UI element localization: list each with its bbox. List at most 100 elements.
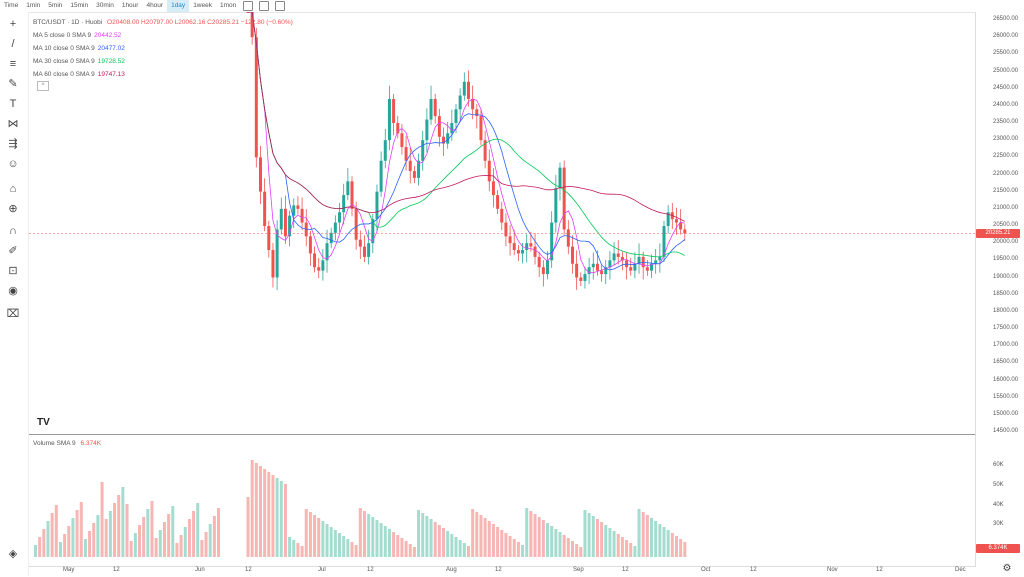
candle-body[interactable]	[662, 226, 666, 257]
candle-body[interactable]	[666, 212, 670, 226]
candle-body[interactable]	[254, 37, 258, 158]
candle-body[interactable]	[620, 256, 624, 261]
candle-body[interactable]	[404, 147, 408, 161]
candle-body[interactable]	[437, 116, 441, 137]
crosshair-icon[interactable]: +	[9, 18, 17, 30]
candle-body[interactable]	[296, 205, 300, 209]
timeframe-1mon[interactable]: 1mon	[219, 2, 237, 9]
candle-body[interactable]	[275, 229, 279, 278]
timeframe-1week[interactable]: 1week	[193, 2, 212, 9]
candle-body[interactable]	[475, 109, 479, 117]
candle-body[interactable]	[525, 243, 529, 251]
candle-body[interactable]	[346, 181, 350, 196]
ruler-icon[interactable]: ⌂	[9, 183, 17, 195]
legend-collapse-button[interactable]: ^	[37, 81, 49, 91]
candle-body[interactable]	[629, 267, 633, 271]
candle-body[interactable]	[487, 160, 491, 182]
candle-body[interactable]	[683, 229, 687, 234]
candle-body[interactable]	[483, 140, 487, 161]
candle-body[interactable]	[637, 256, 641, 264]
candle-body[interactable]	[500, 208, 504, 223]
candle-body[interactable]	[292, 205, 296, 216]
candle-body[interactable]	[300, 208, 304, 223]
candle-body[interactable]	[541, 267, 545, 275]
candle-body[interactable]	[271, 250, 275, 278]
candle-body[interactable]	[350, 181, 354, 209]
candle-body[interactable]	[595, 263, 599, 271]
candle-body[interactable]	[633, 263, 637, 271]
candle-body[interactable]	[546, 260, 550, 275]
candle-body[interactable]	[645, 267, 649, 271]
candle-body[interactable]	[375, 191, 379, 220]
timeframe-5min[interactable]: 5min	[48, 2, 63, 9]
candle-body[interactable]	[516, 250, 520, 254]
candle-body[interactable]	[608, 260, 612, 268]
candle-body[interactable]	[425, 119, 429, 141]
ma-legend-row[interactable]: MA 60 close 0 SMA 9 19747.13	[33, 68, 293, 81]
candle-body[interactable]	[575, 263, 579, 278]
eye-icon[interactable]: ◉	[8, 285, 18, 297]
lock-icon[interactable]: ⊡	[8, 265, 18, 277]
candle-body[interactable]	[379, 160, 383, 192]
candle-body[interactable]	[537, 256, 541, 268]
forecast-icon[interactable]: ⇶	[8, 138, 18, 150]
candle-body[interactable]	[658, 256, 662, 261]
candle-body[interactable]	[554, 188, 558, 223]
brush-icon[interactable]: ✎	[8, 78, 18, 90]
candle-body[interactable]	[267, 226, 271, 251]
candle-body[interactable]	[408, 160, 412, 172]
candle-body[interactable]	[412, 171, 416, 178]
timeframe-1day[interactable]: 1day	[167, 0, 190, 12]
candle-body[interactable]	[604, 267, 608, 275]
candle-body[interactable]	[258, 157, 262, 192]
magnet-icon[interactable]: ∩	[9, 225, 17, 237]
layers-icon[interactable]: ◈	[8, 548, 18, 560]
candle-body[interactable]	[263, 191, 267, 226]
ma-legend-row[interactable]: MA 30 close 0 SMA 9 19728.52	[33, 55, 293, 68]
candle-body[interactable]	[583, 274, 587, 281]
candle-body[interactable]	[562, 167, 566, 230]
candle-body[interactable]	[471, 98, 475, 110]
candle-body[interactable]	[558, 167, 562, 189]
candle-body[interactable]	[333, 222, 337, 233]
candle-body[interactable]	[433, 98, 437, 117]
candle-body[interactable]	[550, 222, 554, 261]
candle-body[interactable]	[491, 181, 495, 196]
candle-body[interactable]	[591, 263, 595, 268]
candle-body[interactable]	[450, 123, 454, 134]
timeframe-1hour[interactable]: 1hour	[121, 2, 139, 9]
candle-body[interactable]	[458, 95, 462, 110]
pane-separator[interactable]	[29, 434, 1024, 435]
candle-body[interactable]	[367, 243, 371, 257]
candle-body[interactable]	[616, 253, 620, 257]
candle-body[interactable]	[400, 133, 404, 148]
candle-body[interactable]	[308, 236, 312, 254]
candle-body[interactable]	[283, 208, 287, 237]
candle-body[interactable]	[417, 160, 421, 178]
candlestick-chart[interactable]	[29, 0, 975, 567]
indicators-icon[interactable]	[259, 1, 270, 11]
candle-body[interactable]	[338, 212, 342, 223]
candle-body[interactable]	[566, 229, 570, 247]
pattern-icon[interactable]: ⋈	[7, 118, 19, 130]
candle-body[interactable]	[317, 267, 321, 271]
candle-body[interactable]	[342, 195, 346, 213]
candle-body[interactable]	[250, 12, 254, 38]
candle-body[interactable]	[396, 123, 400, 134]
candle-body[interactable]	[358, 239, 362, 247]
trash-icon[interactable]: ⌧	[6, 308, 20, 320]
candle-body[interactable]	[533, 246, 537, 257]
timeframe-1min[interactable]: 1min	[26, 2, 41, 9]
candle-body[interactable]	[279, 208, 283, 230]
candle-body[interactable]	[508, 236, 512, 244]
candle-body[interactable]	[429, 98, 433, 120]
candle-body[interactable]	[392, 98, 396, 123]
candle-body[interactable]	[246, 12, 250, 13]
candle-body[interactable]	[354, 208, 358, 240]
candle-body[interactable]	[512, 243, 516, 251]
candle-body[interactable]	[600, 270, 604, 275]
chart-type-icon[interactable]	[243, 1, 254, 11]
ma-legend-row[interactable]: MA 5 close 0 SMA 9 20442.52	[33, 29, 293, 42]
settings-gear-icon[interactable]: ⚙	[1002, 563, 1012, 574]
trend-line-icon[interactable]: /	[11, 38, 15, 50]
